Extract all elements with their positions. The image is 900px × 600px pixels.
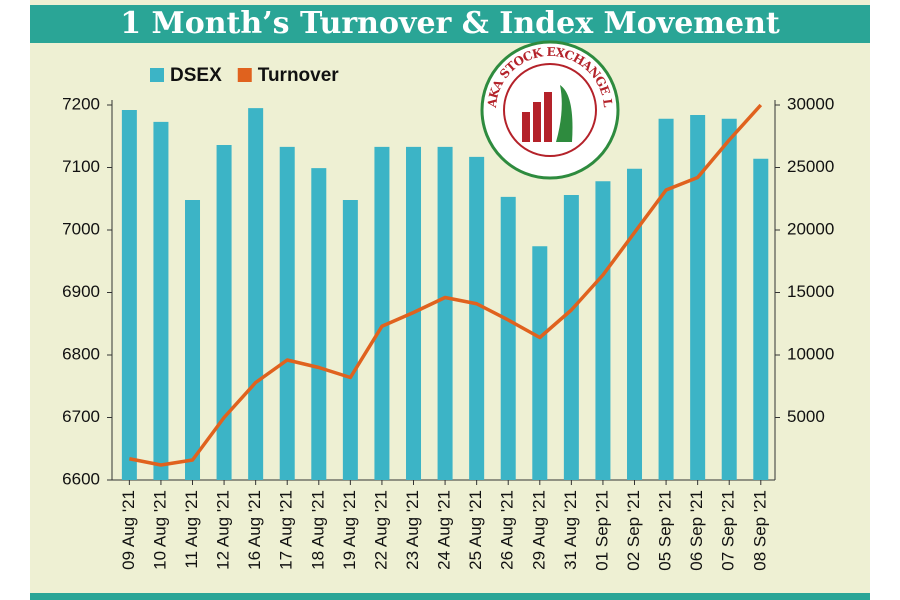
- y-tick-label: 6800: [62, 344, 100, 363]
- line: [129, 103, 763, 467]
- bar: [753, 158, 769, 480]
- bar: [279, 146, 295, 480]
- y-tick-label: 7200: [62, 94, 100, 113]
- y-tick-label: 6600: [62, 469, 100, 488]
- bar: [437, 146, 453, 480]
- logo-bar: [522, 112, 530, 142]
- y2-tick-label: 15000: [787, 282, 834, 301]
- legend-swatch: [237, 68, 252, 82]
- logo-bar: [533, 102, 541, 142]
- legend-label: DSEX: [170, 65, 222, 86]
- x-tick-label: 10 Aug '21: [150, 490, 169, 570]
- x-tick-label: 17 Aug '21: [277, 490, 296, 570]
- y-tick-label: 6700: [62, 407, 100, 426]
- bar: [153, 121, 169, 480]
- y-tick-label: 6900: [62, 282, 100, 301]
- x-tick-label: 26 Aug '21: [498, 490, 517, 570]
- bar: [690, 115, 706, 480]
- bar: [311, 168, 327, 480]
- y2-tick-label: 25000: [787, 157, 834, 176]
- x-tick-label: 31 Aug '21: [561, 490, 580, 570]
- x-tick-label: 09 Aug '21: [119, 490, 138, 570]
- x-tick-label: 07 Sep '21: [719, 490, 738, 571]
- bar: [469, 156, 485, 480]
- logo-bar: [544, 92, 552, 142]
- y2-tick-label: 20000: [787, 219, 834, 238]
- bar: [721, 118, 737, 480]
- bar: [532, 246, 548, 480]
- x-tick-label: 24 Aug '21: [435, 490, 454, 570]
- logo-plant: [556, 85, 573, 142]
- x-tick-label: 11 Aug '21: [182, 490, 201, 569]
- x-tick-label: 18 Aug '21: [308, 490, 327, 570]
- legend-swatch: [150, 68, 164, 82]
- x-tick-label: 19 Aug '21: [340, 490, 359, 570]
- x-tick-label: 01 Sep '21: [592, 490, 611, 571]
- bar: [216, 145, 232, 480]
- bar: [185, 200, 201, 480]
- y-tick-label: 7000: [62, 219, 100, 238]
- title-banner: [30, 5, 870, 43]
- x-tick-label: 23 Aug '21: [403, 490, 422, 570]
- bottom-strip: [30, 593, 870, 600]
- bar: [627, 168, 643, 480]
- bar: [563, 195, 579, 480]
- bar: [595, 181, 611, 480]
- y2-tick-label: 10000: [787, 344, 834, 363]
- x-tick-label: 06 Sep '21: [687, 490, 706, 571]
- bar: [342, 200, 358, 480]
- y2-tick-label: 30000: [787, 94, 834, 113]
- logo-inner: [503, 63, 597, 157]
- bar: [658, 118, 674, 480]
- x-tick-label: 02 Sep '21: [624, 490, 643, 571]
- y-tick-label: 7100: [62, 157, 100, 176]
- bar: [121, 110, 137, 480]
- bar: [374, 146, 390, 480]
- legend-label: Turnover: [258, 65, 340, 86]
- bar: [500, 196, 516, 480]
- x-tick-label: 22 Aug '21: [371, 490, 390, 570]
- x-tick-label: 16 Aug '21: [245, 490, 264, 570]
- x-tick-label: 12 Aug '21: [214, 490, 233, 570]
- x-tick-label: 29 Aug '21: [529, 490, 548, 570]
- chart-title: 1 Month’s Turnover & Index Movement: [120, 6, 780, 41]
- bar: [248, 108, 264, 480]
- x-tick-label: 05 Sep '21: [656, 490, 675, 571]
- x-tick-label: 08 Sep '21: [750, 490, 769, 571]
- y2-tick-label: 5000: [787, 407, 825, 426]
- x-tick-label: 25 Aug '21: [466, 490, 485, 570]
